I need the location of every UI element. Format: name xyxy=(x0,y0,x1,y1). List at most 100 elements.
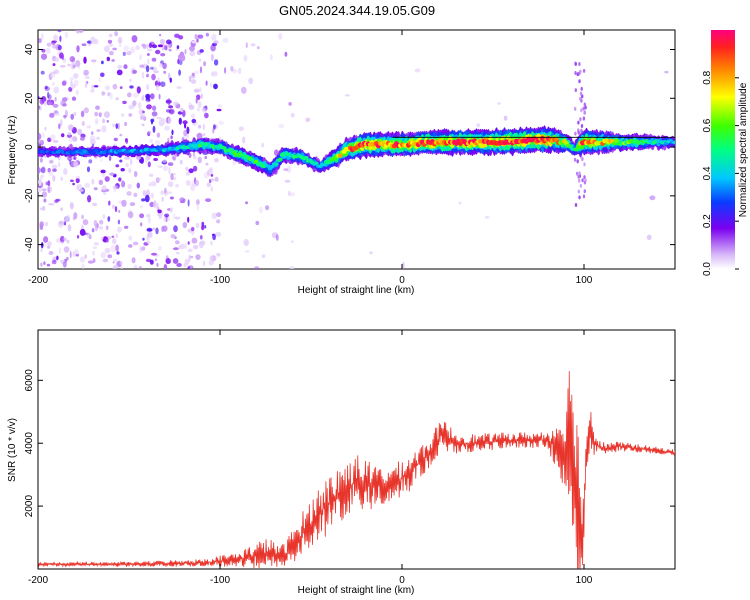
noise-dot xyxy=(94,111,99,117)
noise-dot xyxy=(52,44,57,49)
noise-dot xyxy=(101,60,104,65)
colorbar-tick-label: 0.2 xyxy=(702,214,713,228)
noise-dot xyxy=(67,132,71,136)
noise-dot xyxy=(188,182,191,186)
noise-dot xyxy=(184,258,190,266)
noise-dot xyxy=(112,261,115,264)
noise-dot xyxy=(261,142,265,148)
noise-dot xyxy=(157,44,163,48)
noise-dot xyxy=(192,165,198,172)
snr-y-tick-label: 2000 xyxy=(24,495,35,518)
ridge-segment xyxy=(672,140,675,145)
noise-dot xyxy=(165,109,171,113)
noise-dot xyxy=(109,92,113,100)
noise-dot xyxy=(401,261,405,269)
snr-axes: -200 -100 0 100 2000 4000 6000 xyxy=(24,330,675,586)
noise-dot xyxy=(167,181,174,187)
noise-dot xyxy=(123,45,130,52)
noise-dot xyxy=(101,185,107,191)
noise-dot xyxy=(582,68,586,73)
noise-dot xyxy=(124,121,128,127)
snr-panel: -200 -100 0 100 2000 4000 6000 Height of strai… xyxy=(7,329,676,596)
noise-dot xyxy=(192,155,197,160)
noise-dot xyxy=(196,38,199,43)
noise-dot xyxy=(44,85,48,90)
noise-dot xyxy=(53,86,60,94)
noise-dot xyxy=(151,111,158,117)
noise-dot xyxy=(174,33,180,38)
noise-dot xyxy=(58,123,61,130)
noise-dot xyxy=(147,58,150,65)
noise-dot xyxy=(199,66,203,74)
noise-dot xyxy=(173,225,178,233)
noise-dot xyxy=(124,138,128,143)
noise-dot xyxy=(75,177,80,184)
noise-dot xyxy=(187,199,190,207)
noise-dot xyxy=(112,47,117,51)
noise-dot xyxy=(116,251,120,255)
noise-dot xyxy=(125,163,129,167)
noise-dot xyxy=(243,238,249,247)
noise-dot xyxy=(141,94,145,101)
noise-dot xyxy=(38,185,42,188)
noise-dot xyxy=(61,97,68,102)
noise-dot xyxy=(63,237,68,241)
noise-dot xyxy=(127,92,132,98)
noise-dot xyxy=(83,56,87,64)
noise-dot xyxy=(69,56,76,62)
noise-dot xyxy=(136,86,141,94)
noise-dot xyxy=(145,65,150,73)
noise-dot xyxy=(61,133,65,138)
noise-dot xyxy=(178,59,183,66)
noise-dot xyxy=(212,127,215,134)
noise-dot xyxy=(89,135,96,143)
noise-dot xyxy=(58,162,61,167)
noise-dot xyxy=(261,254,266,258)
noise-dot xyxy=(214,158,219,163)
noise-dot xyxy=(52,168,57,173)
noise-dot xyxy=(129,202,136,207)
noise-dot xyxy=(187,216,190,223)
noise-dot xyxy=(43,198,47,203)
noise-dot xyxy=(191,40,197,44)
noise-dot xyxy=(206,182,211,187)
noise-dot xyxy=(458,201,462,205)
noise-dot xyxy=(211,71,218,77)
noise-dot xyxy=(86,125,91,129)
spectrogram-x-tick-label: -200 xyxy=(28,275,48,286)
noise-dot xyxy=(103,192,107,196)
noise-dot xyxy=(191,227,195,232)
noise-dot xyxy=(91,84,95,90)
noise-dot xyxy=(62,261,67,268)
noise-dot xyxy=(53,69,60,75)
noise-dot xyxy=(107,254,113,259)
noise-dot xyxy=(197,34,204,39)
noise-dot xyxy=(484,215,490,219)
noise-dot xyxy=(106,56,111,62)
noise-dot xyxy=(115,164,120,168)
noise-dot xyxy=(41,191,48,198)
noise-dot xyxy=(61,55,64,60)
noise-dot xyxy=(584,105,587,110)
noise-dot xyxy=(146,43,149,50)
noise-dot xyxy=(148,173,154,177)
noise-dot xyxy=(65,256,69,261)
noise-dot xyxy=(238,67,242,75)
noise-dot xyxy=(79,228,86,236)
noise-dot xyxy=(60,119,63,127)
noise-dot xyxy=(114,31,118,37)
noise-dot xyxy=(52,103,59,108)
noise-dot xyxy=(275,234,279,241)
colorbar-label: Normalized spectral amplitude xyxy=(738,82,749,217)
noise-dot xyxy=(578,195,581,200)
noise-dot xyxy=(160,53,166,57)
noise-dot xyxy=(580,108,583,113)
noise-dot xyxy=(52,82,55,86)
noise-dot xyxy=(98,179,104,185)
noise-dot xyxy=(209,82,213,88)
noise-dot xyxy=(213,59,219,66)
noise-dot xyxy=(176,86,182,89)
noise-dot xyxy=(575,171,579,176)
noise-dot xyxy=(75,175,81,179)
noise-dot xyxy=(87,260,94,264)
